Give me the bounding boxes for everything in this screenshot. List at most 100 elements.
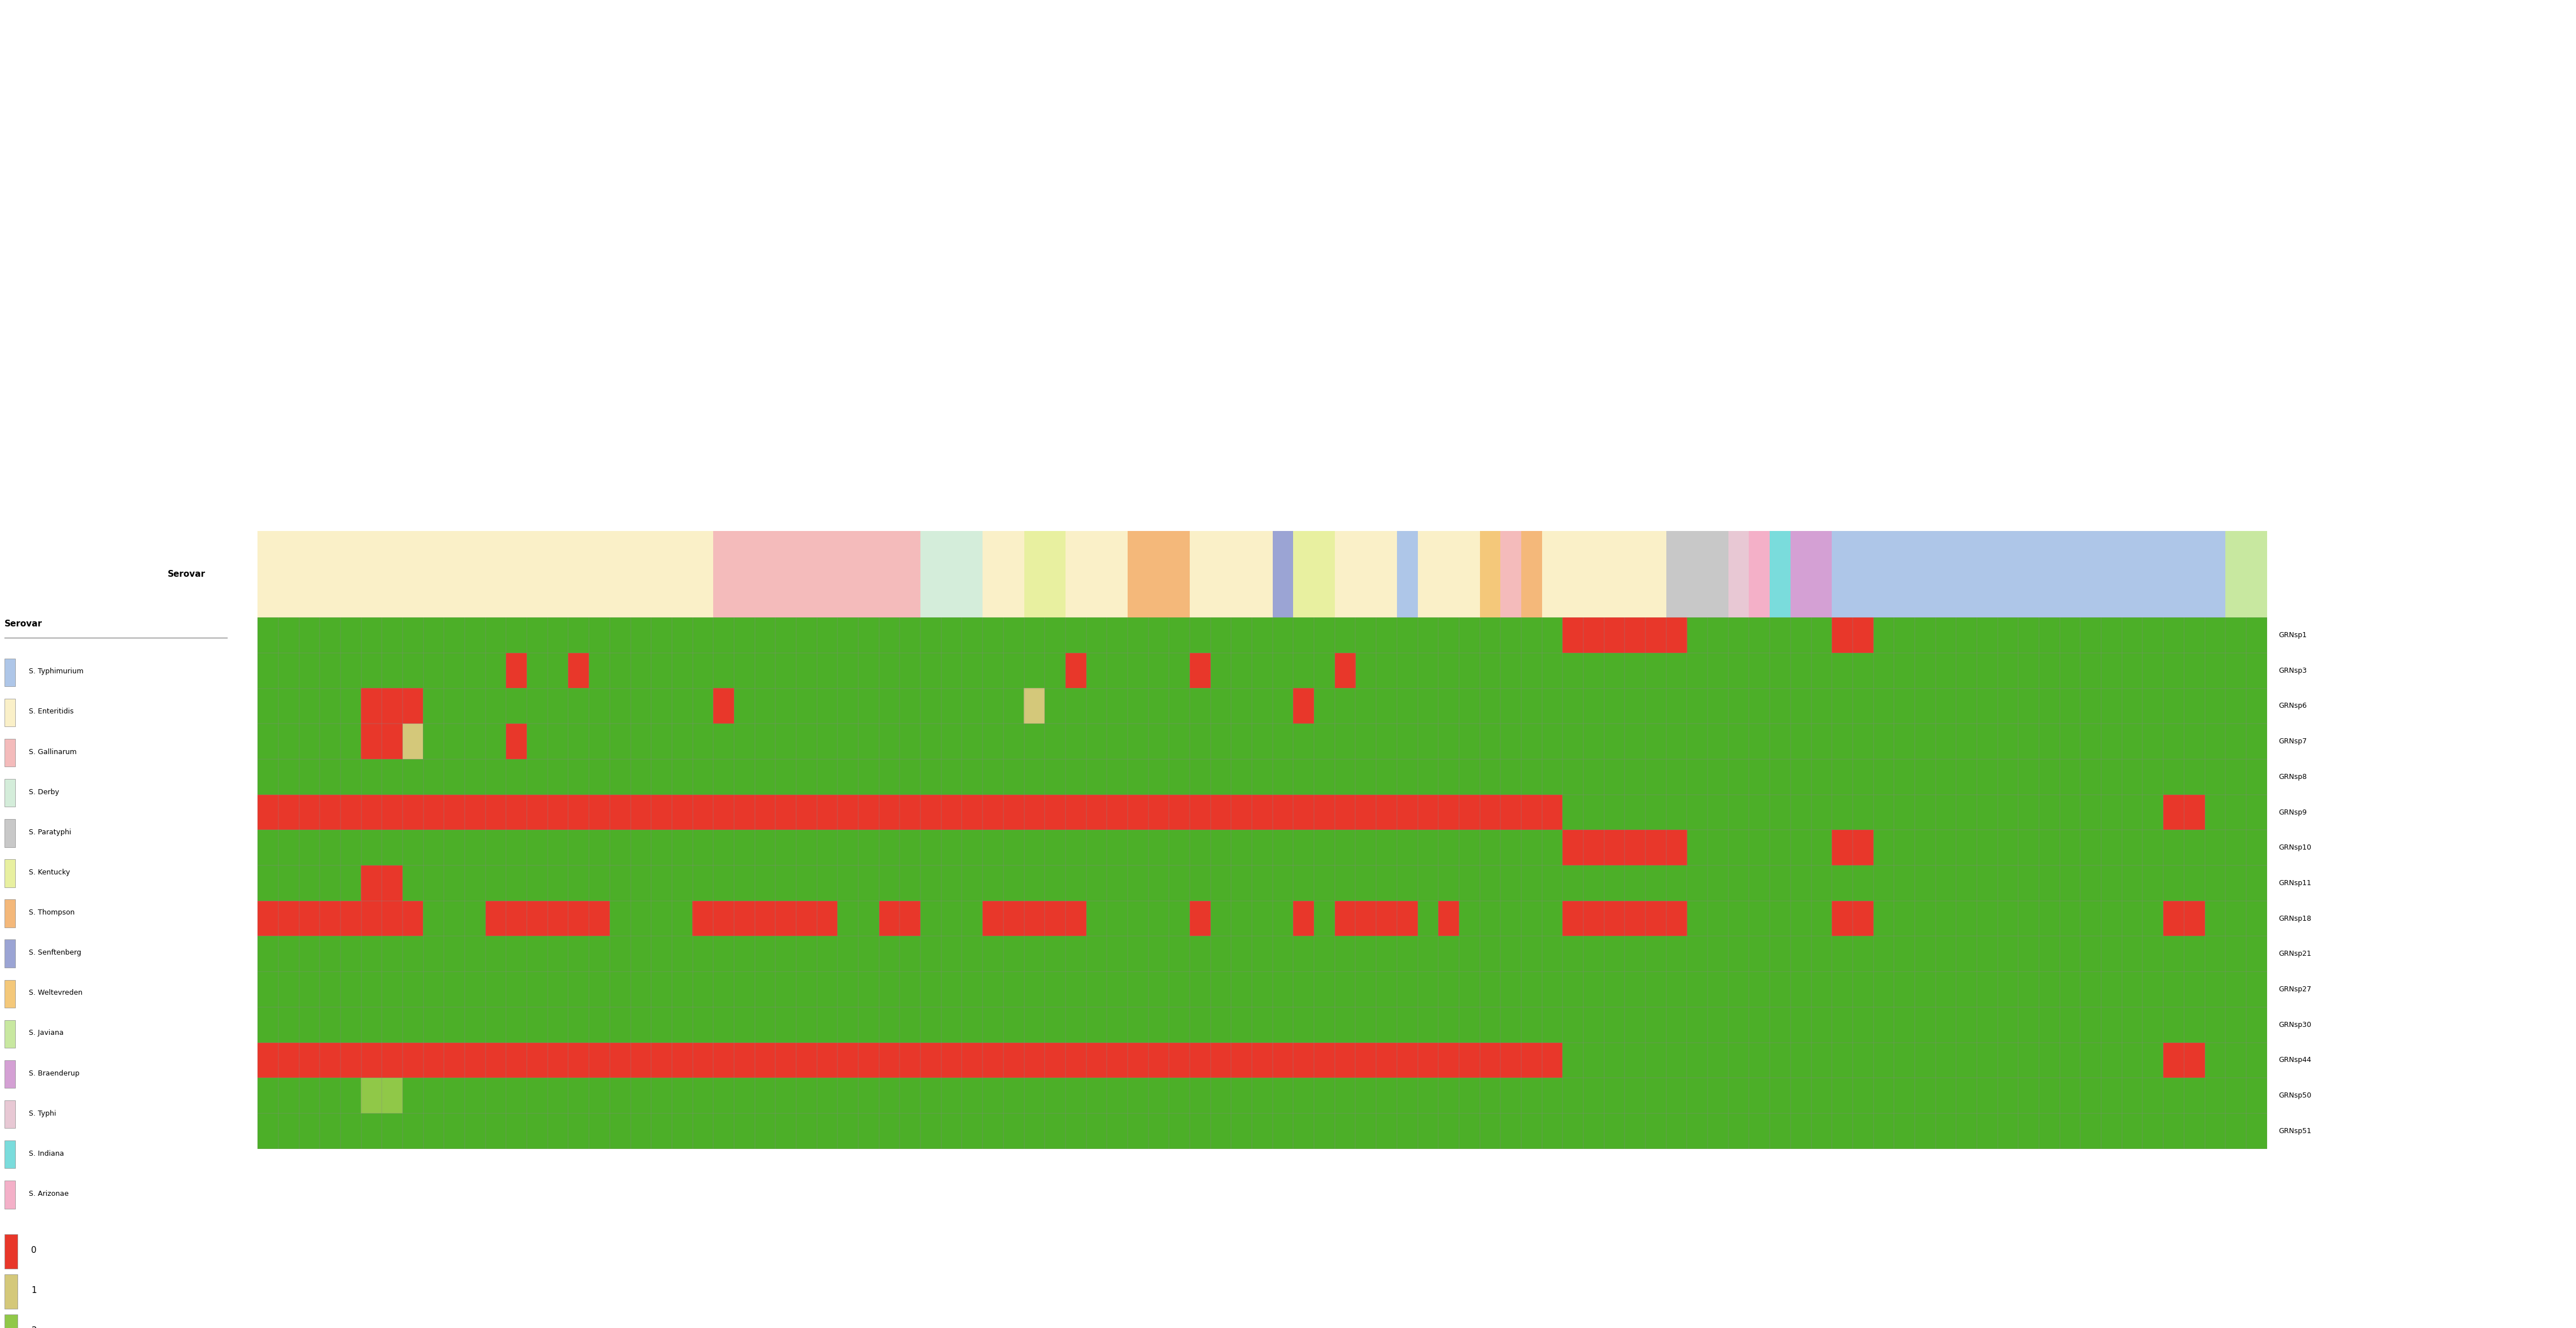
Text: GRNsp51: GRNsp51 (2280, 1127, 2311, 1134)
Bar (1955, 531, 1976, 618)
Text: GRNsp11: GRNsp11 (2280, 879, 2311, 887)
FancyBboxPatch shape (5, 1101, 15, 1129)
FancyBboxPatch shape (5, 899, 15, 927)
Bar (1211, 531, 1231, 618)
Bar (1149, 531, 1170, 618)
Text: GRNsp6: GRNsp6 (2280, 703, 2306, 709)
Bar (1376, 531, 1396, 618)
Bar (2102, 531, 2123, 618)
Bar (2081, 531, 2102, 618)
Bar (1976, 531, 1996, 618)
Bar (278, 531, 299, 618)
Text: S. Paratyphi: S. Paratyphi (28, 829, 72, 835)
Bar (1687, 531, 1708, 618)
Bar (1314, 531, 1334, 618)
Text: S. Thompson: S. Thompson (28, 908, 75, 916)
Bar (422, 531, 443, 618)
FancyBboxPatch shape (5, 699, 15, 726)
Text: GRNsp10: GRNsp10 (2280, 845, 2311, 851)
Bar (1231, 531, 1252, 618)
Text: S. Derby: S. Derby (28, 789, 59, 795)
Bar (1625, 531, 1646, 618)
Bar (1479, 531, 1499, 618)
Bar (1108, 531, 1128, 618)
Bar (940, 531, 961, 618)
Bar (693, 531, 714, 618)
Bar (1770, 531, 1790, 618)
Bar (1273, 531, 1293, 618)
Text: GRNsp27: GRNsp27 (2280, 985, 2311, 993)
Bar (1190, 531, 1211, 618)
Bar (484, 531, 505, 618)
Bar (528, 531, 549, 618)
Bar (2205, 531, 2226, 618)
Bar (1334, 531, 1355, 618)
Bar (2123, 531, 2143, 618)
Bar (1790, 531, 1811, 618)
Bar (1293, 531, 1314, 618)
Text: GRNsp44: GRNsp44 (2280, 1057, 2311, 1064)
Bar (652, 531, 672, 618)
FancyBboxPatch shape (5, 940, 15, 968)
Bar (775, 531, 796, 618)
Text: 2: 2 (31, 1327, 36, 1328)
Bar (837, 531, 858, 618)
Bar (1852, 531, 1873, 618)
Bar (2246, 531, 2267, 618)
Bar (2143, 531, 2164, 618)
Text: 1: 1 (31, 1287, 36, 1295)
Text: S. Enteritidis: S. Enteritidis (28, 708, 75, 716)
Bar (505, 531, 528, 618)
Bar (1728, 531, 1749, 618)
Text: GRNsp7: GRNsp7 (2280, 738, 2308, 745)
Bar (1543, 531, 1564, 618)
Bar (443, 531, 464, 618)
Bar (1914, 531, 1935, 618)
Text: Serovar: Serovar (167, 570, 206, 579)
Bar (611, 531, 631, 618)
Text: GRNsp21: GRNsp21 (2280, 951, 2311, 957)
Bar (817, 531, 837, 618)
Text: Serovar: Serovar (5, 619, 44, 628)
Bar (1832, 531, 1852, 618)
Text: S. Gallinarum: S. Gallinarum (28, 748, 77, 756)
Text: GRNsp3: GRNsp3 (2280, 667, 2306, 675)
FancyBboxPatch shape (5, 980, 15, 1008)
Bar (319, 531, 340, 618)
Bar (631, 531, 652, 618)
Text: S. Kentucky: S. Kentucky (28, 869, 70, 876)
Bar (1605, 531, 1625, 618)
Bar (1646, 531, 1667, 618)
Bar (1002, 531, 1025, 618)
FancyBboxPatch shape (5, 738, 15, 766)
Bar (1046, 531, 1066, 618)
Bar (1170, 531, 1190, 618)
Bar (1935, 531, 1955, 618)
Bar (1564, 531, 1584, 618)
Text: S. Weltevreden: S. Weltevreden (28, 989, 82, 996)
Text: GRNsp9: GRNsp9 (2280, 809, 2306, 815)
Bar (1252, 531, 1273, 618)
Bar (858, 531, 878, 618)
Bar (734, 531, 755, 618)
Bar (1417, 531, 1437, 618)
Bar (1437, 531, 1458, 618)
Text: S. Typhimurium: S. Typhimurium (28, 668, 85, 675)
Bar (1522, 531, 1543, 618)
Text: GRNsp8: GRNsp8 (2280, 773, 2308, 781)
Bar (1396, 531, 1417, 618)
Bar (1996, 531, 2020, 618)
Bar (1087, 531, 1108, 618)
FancyBboxPatch shape (5, 1275, 18, 1308)
Bar (920, 531, 940, 618)
Text: S. Typhi: S. Typhi (28, 1110, 57, 1117)
Bar (2226, 531, 2246, 618)
Bar (2040, 531, 2061, 618)
Bar (899, 531, 920, 618)
Text: GRNsp50: GRNsp50 (2280, 1092, 2311, 1100)
Bar (2164, 531, 2184, 618)
Text: 0: 0 (31, 1246, 36, 1255)
Bar (1458, 531, 1479, 618)
Text: S. Indiana: S. Indiana (28, 1150, 64, 1157)
FancyBboxPatch shape (5, 1315, 18, 1328)
